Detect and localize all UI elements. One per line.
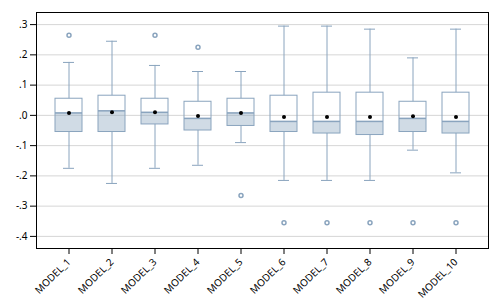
svg-text:MODEL_1: MODEL_1	[32, 255, 74, 297]
svg-text:MODEL_2: MODEL_2	[75, 255, 117, 297]
svg-text:MODEL_7: MODEL_7	[290, 255, 332, 297]
svg-text:.3: .3	[19, 17, 28, 31]
svg-text:.1: .1	[19, 77, 27, 91]
svg-text:.0: .0	[19, 108, 28, 122]
svg-text:MODEL_8: MODEL_8	[333, 255, 375, 297]
svg-text:MODEL_5: MODEL_5	[204, 255, 246, 297]
svg-text:-.3: -.3	[16, 198, 28, 212]
svg-text:-.1: -.1	[16, 138, 28, 152]
svg-text:MODEL_3: MODEL_3	[118, 255, 160, 297]
svg-text:MODEL_9: MODEL_9	[376, 255, 418, 297]
svg-text:MODEL_6: MODEL_6	[247, 255, 289, 297]
svg-text:MODEL_10: MODEL_10	[415, 255, 461, 301]
svg-text:.2: .2	[19, 47, 28, 61]
svg-text:-.2: -.2	[16, 168, 28, 182]
svg-text:-.4: -.4	[16, 229, 28, 243]
svg-text:MODEL_4: MODEL_4	[161, 255, 203, 297]
